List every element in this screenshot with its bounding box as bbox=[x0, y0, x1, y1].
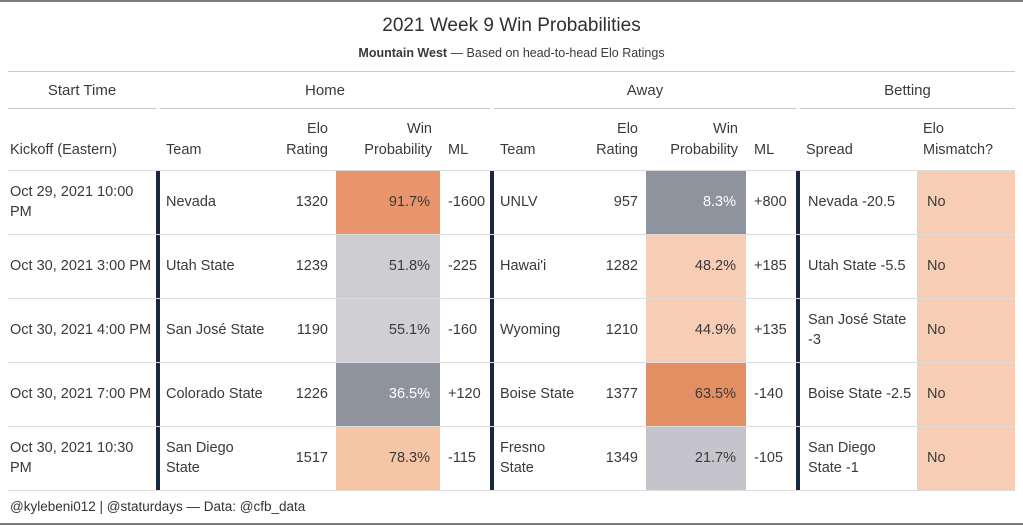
home-win-probability-cell: 36.5% bbox=[336, 363, 440, 426]
spread-cell: San Diego State -1 bbox=[808, 439, 876, 476]
table-row: Oct 30, 2021 7:00 PM Colorado State 1226… bbox=[8, 363, 1015, 427]
table-title: 2021 Week 9 Win Probabilities bbox=[382, 15, 641, 36]
column-header-home-ml: ML bbox=[448, 141, 469, 158]
home-moneyline-cell: -225 bbox=[448, 257, 478, 274]
kickoff-cell: Oct 30, 2021 3:00 PM bbox=[10, 257, 152, 274]
away-team-cell: Fresno State bbox=[500, 439, 546, 476]
kickoff-cell: Oct 30, 2021 10:30 PM bbox=[10, 439, 134, 476]
home-team-cell: Nevada bbox=[166, 193, 216, 210]
group-header-betting: Betting bbox=[800, 72, 1015, 109]
subtitle-description: — Based on head-to-head Elo Ratings bbox=[447, 46, 665, 60]
group-separator bbox=[156, 427, 160, 490]
home-win-probability-cell: 51.8% bbox=[336, 235, 440, 298]
home-elo-cell: 1239 bbox=[295, 257, 328, 274]
table-footer: @kylebeni012 | @staturdays — Data: @cfb_… bbox=[10, 498, 306, 514]
group-separator bbox=[490, 427, 494, 490]
away-team-cell: Boise State bbox=[500, 385, 575, 402]
home-elo-cell: 1190 bbox=[296, 321, 328, 338]
kickoff-cell: Oct 30, 2021 7:00 PM bbox=[10, 385, 152, 402]
column-header-away-team: Team bbox=[500, 141, 536, 158]
group-separator bbox=[796, 299, 800, 362]
elo-mismatch-cell: No bbox=[917, 235, 1015, 298]
away-win-probability-cell: 8.3% bbox=[646, 171, 746, 234]
group-separator bbox=[156, 363, 160, 426]
away-win-probability-cell: 21.7% bbox=[646, 427, 746, 490]
group-separator bbox=[156, 171, 160, 234]
away-win-probability-cell: 48.2% bbox=[646, 235, 746, 298]
home-moneyline-cell: -160 bbox=[448, 321, 478, 338]
group-separator bbox=[156, 235, 160, 298]
column-header-spread: Spread bbox=[806, 141, 853, 158]
home-win-probability-cell: 55.1% bbox=[336, 299, 440, 362]
column-header-home-win-probability: Win Probability bbox=[364, 120, 432, 158]
column-header-home-elo: Elo Rating bbox=[286, 120, 328, 158]
group-separator bbox=[490, 235, 494, 298]
away-moneyline-cell: +135 bbox=[754, 321, 787, 338]
spread-cell: Nevada -20.5 bbox=[808, 193, 896, 210]
group-header-home: Home bbox=[160, 72, 490, 109]
away-elo-cell: 1377 bbox=[605, 385, 638, 402]
table-row: Oct 30, 2021 3:00 PM Utah State 1239 51.… bbox=[8, 235, 1015, 299]
elo-mismatch-cell: No bbox=[917, 299, 1015, 362]
away-elo-cell: 957 bbox=[613, 193, 638, 210]
home-moneyline-cell: -1600 bbox=[448, 193, 486, 210]
column-header-away-elo: Elo Rating bbox=[596, 120, 638, 158]
group-separator bbox=[490, 171, 494, 234]
column-header-home-team: Team bbox=[166, 141, 202, 158]
spread-cell: San José State -3 bbox=[808, 311, 907, 348]
away-win-probability-cell: 44.9% bbox=[646, 299, 746, 362]
home-team-cell: San Diego State bbox=[166, 439, 234, 476]
elo-mismatch-cell: No bbox=[917, 363, 1015, 426]
column-header-elo-mismatch: Elo Mismatch? bbox=[923, 120, 994, 158]
group-separator bbox=[796, 171, 800, 234]
table-subtitle: Mountain West — Based on head-to-head El… bbox=[8, 46, 1015, 60]
home-elo-cell: 1320 bbox=[295, 193, 328, 210]
home-team-cell: San José State bbox=[166, 321, 265, 338]
group-separator bbox=[156, 299, 160, 362]
home-moneyline-cell: +120 bbox=[448, 385, 481, 402]
group-header-row: Start Time Home Away Betting bbox=[8, 72, 1015, 109]
home-win-probability-cell: 78.3% bbox=[336, 427, 440, 490]
away-moneyline-cell: -140 bbox=[754, 385, 784, 402]
group-separator bbox=[796, 235, 800, 298]
kickoff-cell: Oct 29, 2021 10:00 PM bbox=[10, 183, 134, 220]
elo-mismatch-cell: No bbox=[917, 427, 1015, 490]
subtitle-conference: Mountain West bbox=[358, 46, 448, 60]
table-row: Oct 29, 2021 10:00 PM Nevada 1320 91.7% … bbox=[8, 171, 1015, 235]
elo-mismatch-cell: No bbox=[917, 171, 1015, 234]
column-header-row: Kickoff (Eastern) Team Elo Rating Win Prob… bbox=[8, 109, 1015, 171]
away-elo-cell: 1349 bbox=[605, 449, 638, 466]
away-elo-cell: 1210 bbox=[605, 321, 638, 338]
home-team-cell: Utah State bbox=[166, 257, 235, 274]
table-row: Oct 30, 2021 10:30 PM San Diego State 15… bbox=[8, 427, 1015, 491]
away-team-cell: Hawai'i bbox=[500, 257, 547, 274]
home-elo-cell: 1226 bbox=[295, 385, 328, 402]
home-team-cell: Colorado State bbox=[166, 385, 263, 402]
kickoff-cell: Oct 30, 2021 4:00 PM bbox=[10, 321, 152, 338]
away-moneyline-cell: -105 bbox=[754, 449, 784, 466]
title-block: 2021 Week 9 Win Probabilities Mountain W… bbox=[8, 2, 1015, 72]
away-moneyline-cell: +185 bbox=[754, 257, 787, 274]
column-header-away-ml: ML bbox=[754, 141, 775, 158]
home-moneyline-cell: -115 bbox=[448, 449, 476, 466]
away-team-cell: UNLV bbox=[500, 193, 538, 210]
away-moneyline-cell: +800 bbox=[754, 193, 787, 210]
home-elo-cell: 1517 bbox=[295, 449, 328, 466]
home-win-probability-cell: 91.7% bbox=[336, 171, 440, 234]
group-separator bbox=[490, 363, 494, 426]
group-header-away: Away bbox=[494, 72, 796, 109]
group-separator bbox=[490, 299, 494, 362]
spread-cell: Utah State -5.5 bbox=[808, 257, 906, 274]
group-separator bbox=[796, 363, 800, 426]
group-separator bbox=[796, 427, 800, 490]
away-team-cell: Wyoming bbox=[500, 321, 561, 338]
table-row: Oct 30, 2021 4:00 PM San José State 1190… bbox=[8, 299, 1015, 363]
away-elo-cell: 1282 bbox=[605, 257, 638, 274]
column-header-kickoff: Kickoff (Eastern) bbox=[10, 141, 117, 158]
spread-cell: Boise State -2.5 bbox=[808, 385, 912, 402]
column-header-away-win-probability: Win Probability bbox=[670, 120, 738, 158]
away-win-probability-cell: 63.5% bbox=[646, 363, 746, 426]
group-header-start-time: Start Time bbox=[8, 72, 156, 109]
